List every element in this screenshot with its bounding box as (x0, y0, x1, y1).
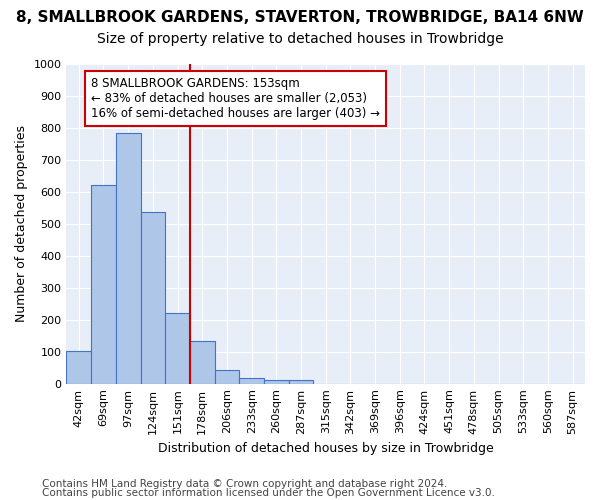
Bar (140, 212, 165, 384)
Bar (190, 341, 215, 384)
Text: 8, SMALLBROOK GARDENS, STAVERTON, TROWBRIDGE, BA14 6NW: 8, SMALLBROOK GARDENS, STAVERTON, TROWBR… (16, 10, 584, 25)
Text: Contains HM Land Registry data © Crown copyright and database right 2024.: Contains HM Land Registry data © Crown c… (42, 479, 448, 489)
X-axis label: Distribution of detached houses by size in Trowbridge: Distribution of detached houses by size … (158, 442, 494, 455)
Bar (215, 370, 239, 384)
Text: 8 SMALLBROOK GARDENS: 153sqm
← 83% of detached houses are smaller (2,053)
16% of: 8 SMALLBROOK GARDENS: 153sqm ← 83% of de… (91, 77, 380, 120)
Y-axis label: Number of detached properties: Number of detached properties (15, 126, 28, 322)
Bar (264, 380, 289, 384)
Text: Size of property relative to detached houses in Trowbridge: Size of property relative to detached ho… (97, 32, 503, 46)
Bar (165, 314, 190, 384)
Bar (239, 378, 264, 384)
Text: Contains public sector information licensed under the Open Government Licence v3: Contains public sector information licen… (42, 488, 495, 498)
Bar (289, 380, 313, 384)
Bar (67, 351, 91, 384)
Bar (116, 132, 140, 384)
Bar (91, 185, 116, 384)
